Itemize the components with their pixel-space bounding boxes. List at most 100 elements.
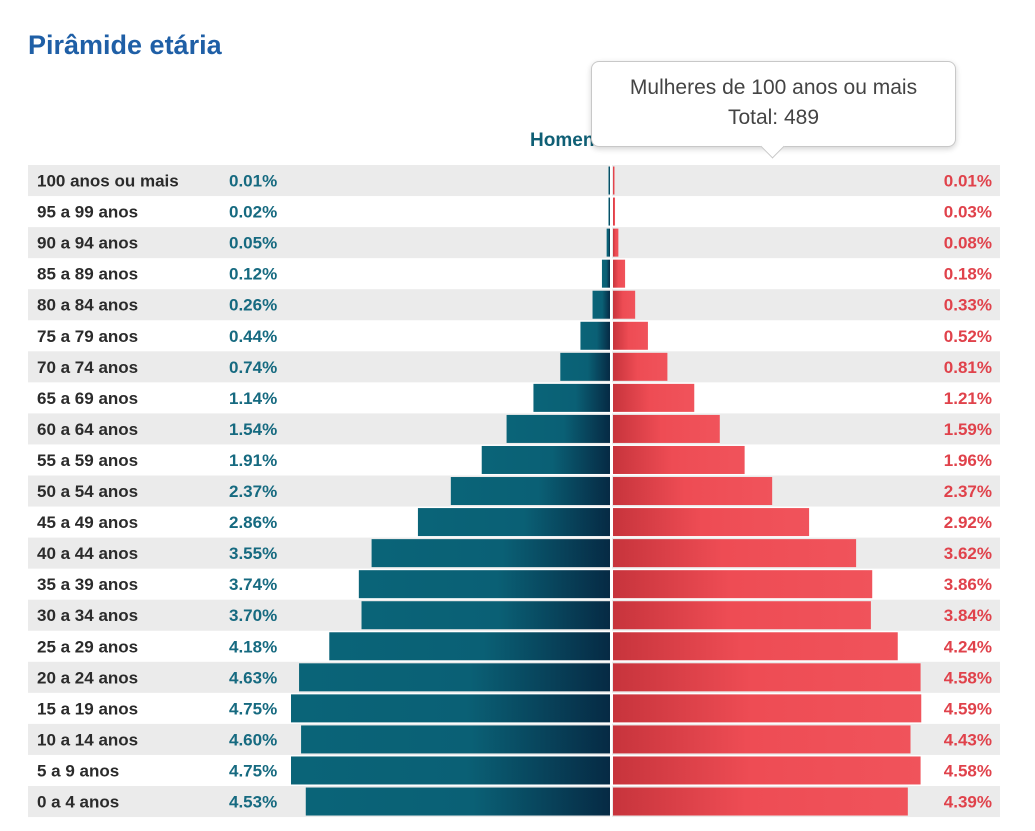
men-percent-label: 4.53%	[229, 793, 277, 812]
bar-women[interactable]	[613, 197, 616, 226]
age-group-label: 75 a 79 anos	[37, 327, 138, 346]
age-group-label: 95 a 99 anos	[37, 203, 138, 222]
age-group-label: 90 a 94 anos	[37, 234, 138, 253]
women-percent-label: 2.37%	[944, 482, 992, 501]
women-percent-label: 4.59%	[944, 699, 992, 718]
bar-men[interactable]	[533, 383, 610, 412]
tooltip: Mulheres de 100 anos ou mais Total: 489	[591, 61, 956, 159]
women-percent-label: 0.81%	[944, 358, 992, 377]
bar-men[interactable]	[417, 508, 610, 537]
age-group-label: 5 a 9 anos	[37, 761, 119, 780]
age-group-label: 20 a 24 anos	[37, 668, 138, 687]
bar-men[interactable]	[560, 352, 610, 381]
men-percent-label: 2.37%	[229, 482, 277, 501]
bar-women[interactable]	[613, 259, 626, 288]
bar-men[interactable]	[601, 259, 610, 288]
bar-men[interactable]	[361, 601, 610, 630]
men-percent-label: 0.05%	[229, 234, 277, 253]
bar-women[interactable]	[613, 228, 619, 257]
bar-men[interactable]	[291, 756, 610, 785]
age-group-label: 55 a 59 anos	[37, 451, 138, 470]
row-background	[28, 227, 1000, 259]
age-group-label: 40 a 44 anos	[37, 544, 138, 563]
age-group-label: 10 a 14 anos	[37, 730, 138, 749]
men-percent-label: 1.14%	[229, 389, 277, 408]
women-percent-label: 2.92%	[944, 513, 992, 532]
bar-men[interactable]	[592, 290, 610, 319]
bar-women[interactable]	[613, 383, 695, 412]
men-percent-label: 1.54%	[229, 420, 277, 439]
men-percent-label: 2.86%	[229, 513, 277, 532]
bar-men[interactable]	[299, 663, 610, 692]
row-background	[28, 351, 1000, 383]
bar-men[interactable]	[358, 570, 610, 599]
men-percent-label: 4.63%	[229, 668, 277, 687]
men-percent-label: 0.44%	[229, 327, 277, 346]
men-percent-label: 3.55%	[229, 544, 277, 563]
bar-men[interactable]	[608, 166, 611, 195]
bar-women[interactable]	[613, 694, 922, 723]
bar-women[interactable]	[613, 508, 810, 537]
women-percent-label: 4.43%	[944, 730, 992, 749]
bar-women[interactable]	[613, 352, 668, 381]
bar-men[interactable]	[506, 414, 610, 443]
bar-women[interactable]	[613, 321, 648, 350]
row-background	[28, 165, 1000, 197]
men-percent-label: 3.70%	[229, 606, 277, 625]
bar-women[interactable]	[613, 570, 873, 599]
bar-women[interactable]	[613, 414, 720, 443]
bar-men[interactable]	[305, 787, 610, 816]
men-percent-label: 0.12%	[229, 265, 277, 284]
bar-men[interactable]	[291, 694, 610, 723]
age-group-label: 85 a 89 anos	[37, 265, 138, 284]
bar-men[interactable]	[371, 539, 610, 568]
bar-women[interactable]	[613, 632, 898, 661]
women-percent-label: 4.24%	[944, 637, 992, 656]
women-percent-label: 1.21%	[944, 389, 992, 408]
women-percent-label: 1.59%	[944, 420, 992, 439]
bar-women[interactable]	[613, 445, 745, 474]
bar-women[interactable]	[613, 290, 636, 319]
bar-women[interactable]	[613, 787, 908, 816]
age-group-label: 50 a 54 anos	[37, 482, 138, 501]
women-percent-label: 4.58%	[944, 668, 992, 687]
women-percent-label: 0.33%	[944, 296, 992, 315]
bar-men[interactable]	[481, 445, 610, 474]
age-group-label: 65 a 69 anos	[37, 389, 138, 408]
bar-women[interactable]	[613, 601, 871, 630]
men-percent-label: 4.60%	[229, 730, 277, 749]
bar-women[interactable]	[613, 663, 921, 692]
age-group-label: 0 a 4 anos	[37, 793, 119, 812]
women-percent-label: 4.58%	[944, 761, 992, 780]
bar-men[interactable]	[606, 228, 610, 257]
men-percent-label: 4.75%	[229, 761, 277, 780]
tooltip-title: Mulheres de 100 anos ou mais	[629, 76, 918, 99]
women-percent-label: 1.96%	[944, 451, 992, 470]
tooltip-total: Total: 489	[592, 106, 955, 130]
women-percent-label: 3.84%	[944, 606, 992, 625]
bar-women[interactable]	[613, 539, 857, 568]
men-percent-label: 0.74%	[229, 358, 277, 377]
bar-women[interactable]	[613, 725, 911, 754]
bar-women[interactable]	[613, 166, 615, 195]
chart-title: Pirâmide etária	[28, 30, 222, 60]
women-percent-label: 0.08%	[944, 234, 992, 253]
women-percent-label: 3.62%	[944, 544, 992, 563]
women-percent-label: 0.18%	[944, 265, 992, 284]
men-percent-label: 1.91%	[229, 451, 277, 470]
tooltip-total-label: Total:	[727, 106, 779, 129]
bar-men[interactable]	[608, 197, 611, 226]
bar-women[interactable]	[613, 756, 921, 785]
row-background	[28, 289, 1000, 321]
bar-men[interactable]	[580, 321, 610, 350]
age-group-label: 35 a 39 anos	[37, 575, 138, 594]
age-group-label: 70 a 74 anos	[37, 358, 138, 377]
bar-women[interactable]	[613, 477, 773, 506]
age-group-label: 80 a 84 anos	[37, 296, 138, 315]
bar-men[interactable]	[301, 725, 610, 754]
legend-men[interactable]: Homens	[530, 130, 605, 151]
tooltip-total-value: 489	[784, 106, 820, 129]
bar-men[interactable]	[450, 477, 610, 506]
bar-men[interactable]	[329, 632, 610, 661]
age-group-label: 15 a 19 anos	[37, 699, 138, 718]
